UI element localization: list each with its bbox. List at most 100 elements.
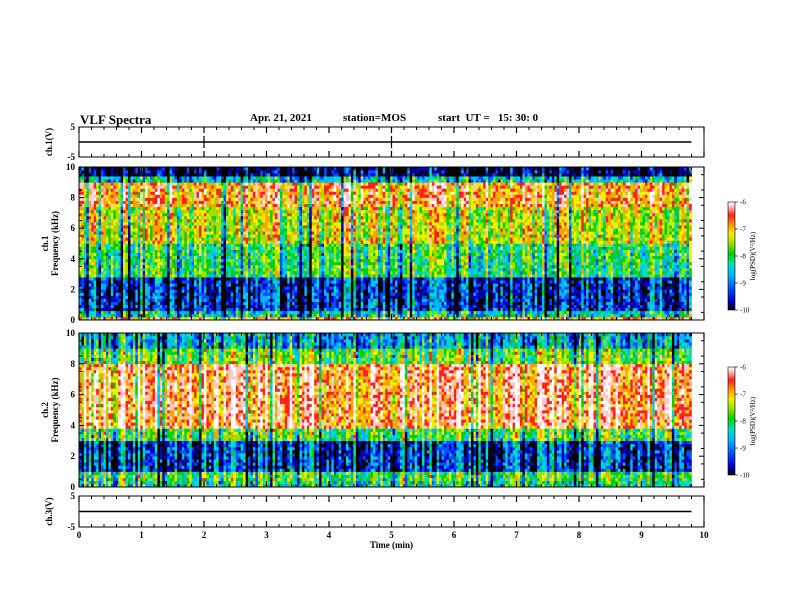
heat-cell xyxy=(201,289,205,293)
heat-cell xyxy=(157,170,161,174)
heat-cell xyxy=(91,295,94,299)
heat-cell xyxy=(265,212,268,217)
heat-cell xyxy=(184,194,188,198)
heat-cell xyxy=(279,252,283,257)
heat-cell xyxy=(272,289,276,293)
heat-cell xyxy=(250,197,254,201)
heat-cell xyxy=(218,246,222,250)
heat-cell xyxy=(221,191,224,195)
heat-cell xyxy=(277,191,281,195)
heat-cell xyxy=(125,234,129,238)
heat-cell xyxy=(93,191,97,195)
heat-cell xyxy=(233,203,237,208)
heat-cell xyxy=(118,307,121,312)
heat-cell xyxy=(154,191,158,195)
heat-cell xyxy=(316,255,320,260)
heat-cell xyxy=(184,212,188,217)
heat-cell xyxy=(238,167,241,171)
heat-cell xyxy=(275,316,278,321)
heat-cell xyxy=(98,298,102,302)
heat-cell xyxy=(201,212,205,217)
heat-cell xyxy=(88,167,92,171)
heat-cell xyxy=(252,267,256,272)
heat-cell xyxy=(174,292,178,296)
heat-cell xyxy=(154,258,158,263)
heat-cell xyxy=(83,237,87,241)
heat-cell xyxy=(179,215,183,220)
heat-cell xyxy=(243,182,246,186)
heat-cell xyxy=(257,228,261,232)
heat-cell xyxy=(123,237,126,241)
heat-cell xyxy=(113,249,117,253)
heat-cell xyxy=(105,298,109,302)
heat-cell xyxy=(223,243,227,247)
heat-cell xyxy=(186,191,190,195)
heat-cell xyxy=(213,301,217,305)
heat-cell xyxy=(203,225,207,229)
heat-cell xyxy=(108,197,112,201)
heat-cell xyxy=(265,222,268,226)
heat-cell xyxy=(191,280,195,284)
heat-cell xyxy=(147,167,151,171)
heat-cell xyxy=(255,188,259,192)
heat-cell xyxy=(255,298,259,302)
heat-cell xyxy=(319,222,322,226)
heat-cell xyxy=(110,200,114,205)
heat-cell xyxy=(321,280,325,284)
heat-cell xyxy=(91,316,94,321)
heat-cell xyxy=(223,267,227,272)
heat-cell xyxy=(86,222,90,226)
heat-cell xyxy=(196,313,200,318)
heat-cell xyxy=(194,188,197,192)
heat-cell xyxy=(172,191,175,195)
heat-cell xyxy=(319,194,322,198)
heat-cell xyxy=(238,179,241,183)
heat-cell xyxy=(172,261,175,266)
heat-cell xyxy=(167,179,170,183)
heat-cell xyxy=(132,206,136,211)
heat-cell xyxy=(199,301,202,305)
heat-cell xyxy=(137,301,141,305)
heat-cell xyxy=(137,289,141,293)
heat-cell xyxy=(240,295,244,299)
heat-cell xyxy=(189,249,192,253)
heat-cell xyxy=(272,301,276,305)
heat-cell xyxy=(123,271,126,275)
heat-cell xyxy=(250,243,254,247)
heat-cell xyxy=(123,170,126,174)
heat-cell xyxy=(262,222,266,226)
heat-cell xyxy=(128,228,131,232)
heat-cell xyxy=(157,240,161,244)
heat-cell xyxy=(306,200,310,205)
heat-cell xyxy=(201,301,205,305)
heat-cell xyxy=(211,267,215,272)
heat-cell xyxy=(309,246,313,250)
heat-cell xyxy=(284,191,288,195)
heat-cell xyxy=(169,203,173,208)
heat-cell xyxy=(93,292,97,296)
heat-cell xyxy=(83,225,87,229)
heat-cell xyxy=(93,255,97,260)
heat-cell xyxy=(191,200,195,205)
heat-cell xyxy=(142,215,146,220)
heat-cell xyxy=(120,301,124,305)
heat-cell xyxy=(233,307,237,312)
heat-cell xyxy=(91,209,94,214)
heat-cell xyxy=(240,310,244,315)
heat-cell xyxy=(152,188,156,192)
heat-cell xyxy=(277,173,281,177)
heat-cell xyxy=(167,185,170,189)
heat-cell xyxy=(257,188,261,192)
heat-cell xyxy=(174,215,178,220)
heat-cell xyxy=(240,267,244,272)
heat-cell xyxy=(88,243,92,247)
heat-cell xyxy=(250,255,254,260)
heat-cell xyxy=(157,194,161,198)
heat-cell xyxy=(196,200,200,205)
heat-cell xyxy=(294,167,298,171)
heat-cell xyxy=(282,194,286,198)
heat-cell xyxy=(199,289,202,293)
heat-cell xyxy=(216,231,219,235)
heat-cell xyxy=(125,274,129,278)
heat-cell xyxy=(304,237,308,241)
